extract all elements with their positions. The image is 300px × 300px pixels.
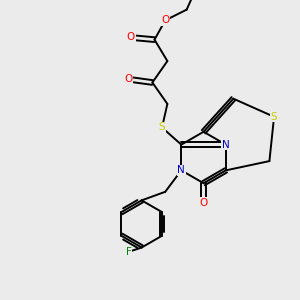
Text: S: S: [159, 122, 165, 133]
Text: S: S: [271, 112, 278, 122]
Text: O: O: [161, 15, 170, 26]
Text: N: N: [222, 140, 230, 150]
Text: F: F: [126, 247, 132, 257]
Text: O: O: [127, 32, 135, 43]
Text: N: N: [177, 165, 185, 176]
Text: O: O: [200, 197, 208, 208]
Text: O: O: [125, 74, 133, 84]
